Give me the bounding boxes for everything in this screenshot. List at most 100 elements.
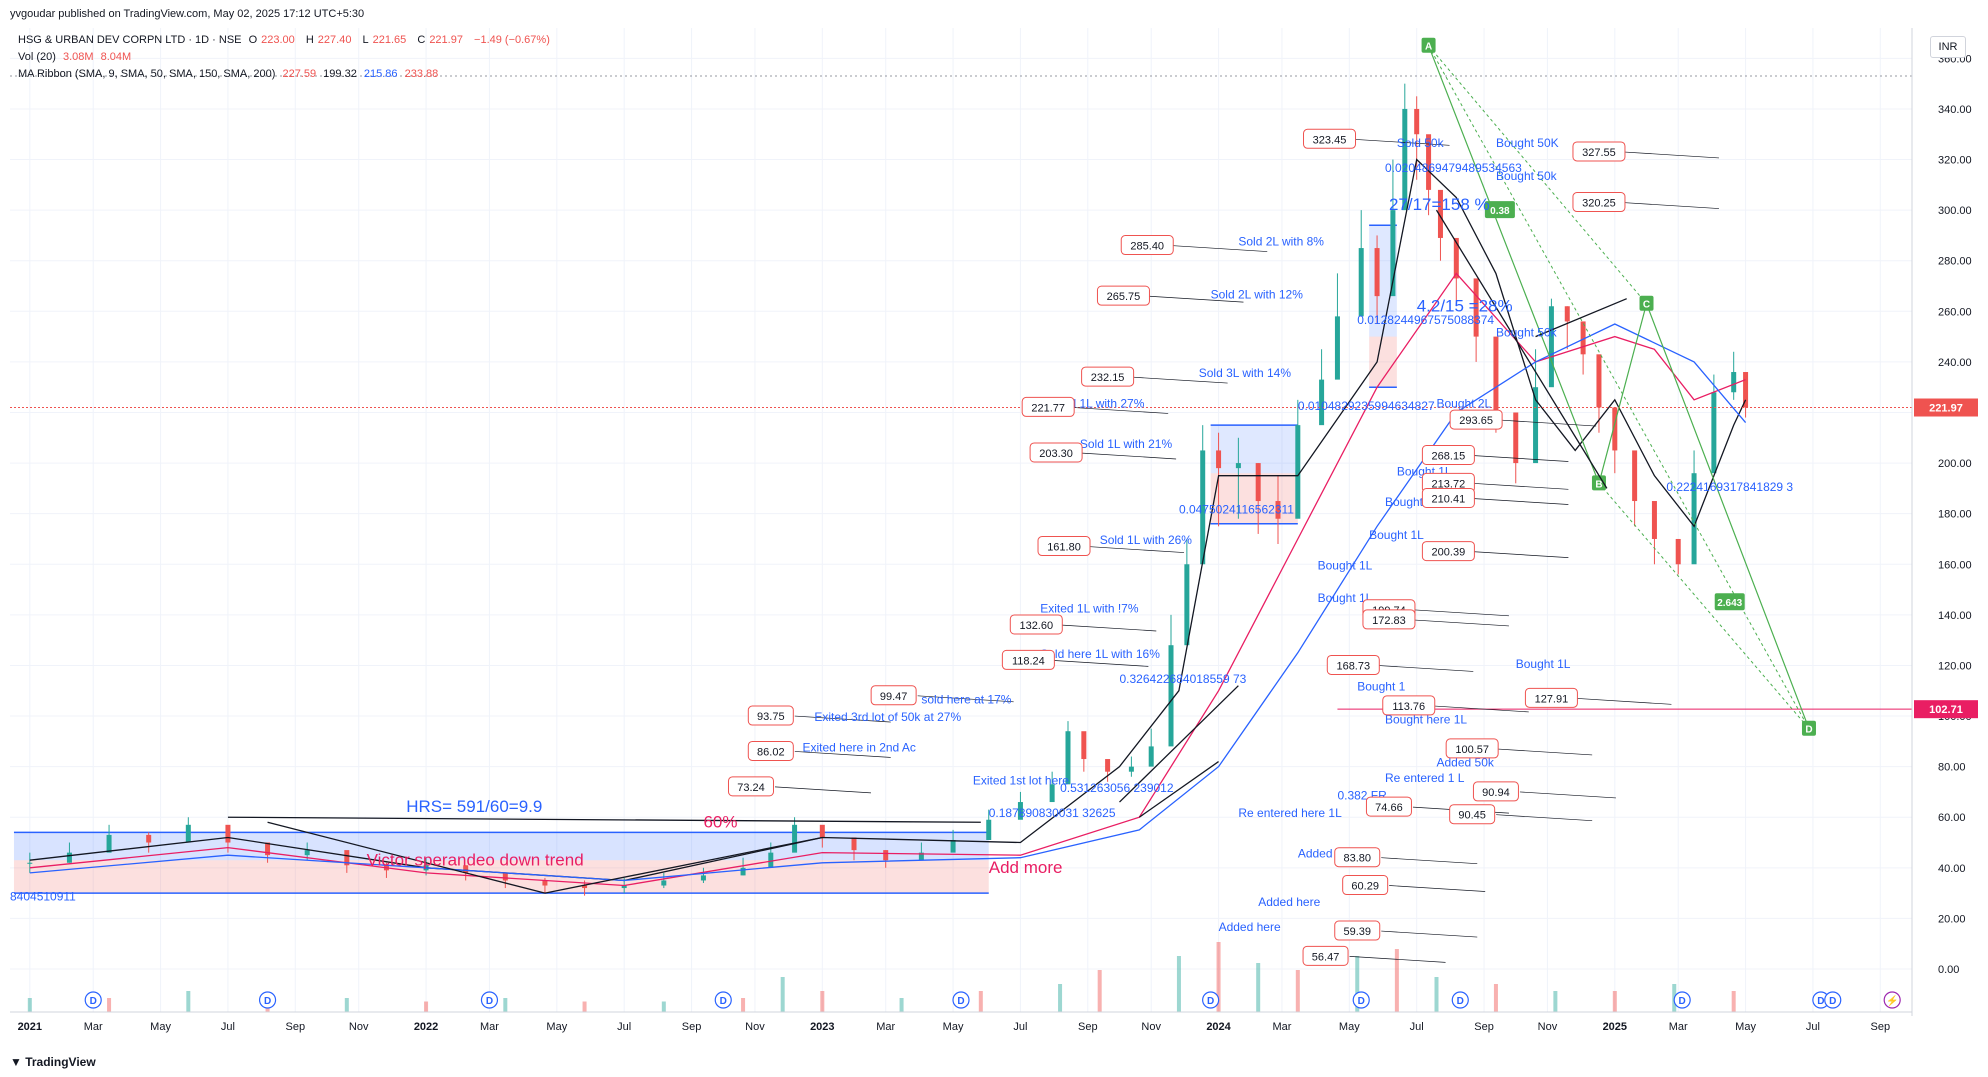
highlight-box-upper [1210, 425, 1298, 474]
tradingview-logo[interactable]: ▼ TradingView [10, 1055, 96, 1069]
y-tick-label: 320.00 [1938, 155, 1972, 167]
price-tag-box [1421, 541, 1475, 562]
ohlc-close: C 221.97 [417, 34, 463, 46]
dividend-marker-label: D [1829, 996, 1836, 1007]
chart-annotation: Sold 2L with 8% [1238, 235, 1324, 249]
dividend-marker [1824, 991, 1842, 1009]
trend-line [1119, 685, 1239, 803]
chart-annotation: 0.0204869479489534563 [1385, 161, 1522, 175]
y-tick-label: 40.00 [1938, 863, 1966, 875]
candle-body [1295, 425, 1301, 519]
chart-annotation: Added 50k [1437, 756, 1495, 770]
chart-annotation: Exited 3rd lot of 50k at 27% [814, 710, 961, 724]
x-tick-label: Nov [745, 1021, 765, 1033]
price-tag-label: 268.15 [1432, 450, 1466, 462]
price-tag-label: 320.25 [1582, 198, 1616, 210]
price-tag-box [1303, 128, 1357, 149]
y-tick-label: 120.00 [1938, 660, 1972, 672]
dividend-marker-label: D [1358, 996, 1365, 1007]
volume-legend[interactable]: Vol (20) 3.08M 8.04M [18, 51, 132, 63]
candle-body [1453, 237, 1459, 279]
candle-body [1711, 392, 1717, 474]
tag-connector [1052, 660, 1149, 667]
volume-bar [978, 991, 983, 1012]
chart-annotation: Bought here 1L [1385, 713, 1467, 727]
price-tag-label: 83.80 [1343, 853, 1371, 865]
candle-body [851, 837, 857, 851]
candle-body [1017, 802, 1023, 820]
price-tag-box [1572, 192, 1626, 213]
candle-body [1049, 784, 1055, 803]
price-tag-label: 90.45 [1458, 810, 1486, 822]
candle-body [883, 850, 889, 861]
last-price-axis-label-bg [1914, 398, 1978, 417]
tag-connector [917, 695, 1014, 703]
harmonic-point-marker [1801, 720, 1816, 736]
ohlc-high: H 227.40 [305, 34, 352, 46]
x-tick-label: Sep [1078, 1021, 1098, 1033]
chart-annotation: Added here [1219, 920, 1281, 934]
chart-annotation: Bought 50k [1496, 326, 1558, 340]
price-tag-label: 285.40 [1130, 241, 1164, 253]
chart-annotation: Add more [989, 858, 1063, 877]
candle-body [792, 824, 798, 853]
x-tick-label: Sep [1871, 1021, 1891, 1033]
y-tick-label: 80.00 [1938, 762, 1966, 774]
candle-body [819, 824, 825, 838]
tag-connector [1080, 452, 1177, 460]
level-axis-label-bg [1914, 700, 1978, 719]
x-tick-label: Sep [1474, 1021, 1494, 1033]
price-tag-label: 127.91 [1535, 693, 1569, 705]
candle-body [344, 850, 350, 866]
chart-annotation: Re entered 1 L [1385, 771, 1465, 785]
candle-body [146, 834, 152, 843]
volume-bar [1058, 984, 1063, 1012]
moving-average-ribbon [29, 158, 1747, 887]
tag-connector [1622, 151, 1719, 159]
dividend-marker [714, 991, 732, 1009]
x-tick-label: 2022 [414, 1021, 438, 1033]
fib-ratio-label: 0.38 [1490, 206, 1510, 217]
x-tick-label: Mar [1669, 1021, 1688, 1033]
candle-body [1168, 645, 1174, 747]
trend-line [1138, 761, 1219, 818]
chart-annotation: Sold 1L with 21% [1080, 437, 1173, 451]
dividend-marker [480, 991, 499, 1009]
x-tick-label: Mar [480, 1021, 499, 1033]
chart-annotation: 8404510911 [10, 890, 76, 904]
tag-connector [1519, 791, 1616, 799]
y-tick-label: 280.00 [1938, 256, 1972, 268]
candle-body [1675, 538, 1681, 565]
lightning-icon: ⚡ [1886, 994, 1898, 1007]
price-tag-label: 118.24 [1012, 655, 1045, 667]
last-price-axis-label: 221.97 [1929, 403, 1963, 415]
volume-bar [1256, 963, 1261, 1012]
harmonic-point-label: A [1425, 42, 1432, 53]
tag-connector [1500, 419, 1597, 427]
candle-body [1148, 746, 1154, 767]
volume-bar [1097, 970, 1102, 1012]
chart-annotation: 0.326422684018559 73 [1120, 672, 1247, 686]
volume-bar [1493, 984, 1498, 1012]
currency-button[interactable]: INR [1930, 36, 1966, 58]
candle-body [502, 872, 508, 881]
ma-ribbon-legend[interactable]: MA Ribbon (SMA, 9, SMA, 50, SMA, 150, SM… [18, 68, 439, 80]
candle-body [950, 839, 956, 853]
volume-bar [1295, 970, 1300, 1012]
symbol-legend[interactable]: HSG & URBAN DEV CORPN LTD · 1D · NSE O 22… [18, 34, 554, 46]
price-tag-box [1021, 396, 1075, 417]
candle-body [1390, 210, 1396, 297]
dividend-marker-label: D [1679, 996, 1686, 1007]
x-tick-label: Mar [1272, 1021, 1291, 1033]
tag-connector [1412, 609, 1509, 617]
candle-body [66, 852, 72, 863]
harmonic-point-marker [1421, 37, 1436, 53]
chart-annotation: Bought 1L [1369, 528, 1424, 542]
chart-annotation: Sold 1L with 26% [1100, 533, 1193, 547]
candle-body [106, 834, 112, 853]
y-tick-label: 0.00 [1938, 964, 1959, 976]
chart-annotation: 0.0104829235994634827 [1298, 399, 1435, 413]
price-tag-box [1572, 141, 1626, 162]
candle-body [1743, 372, 1749, 408]
